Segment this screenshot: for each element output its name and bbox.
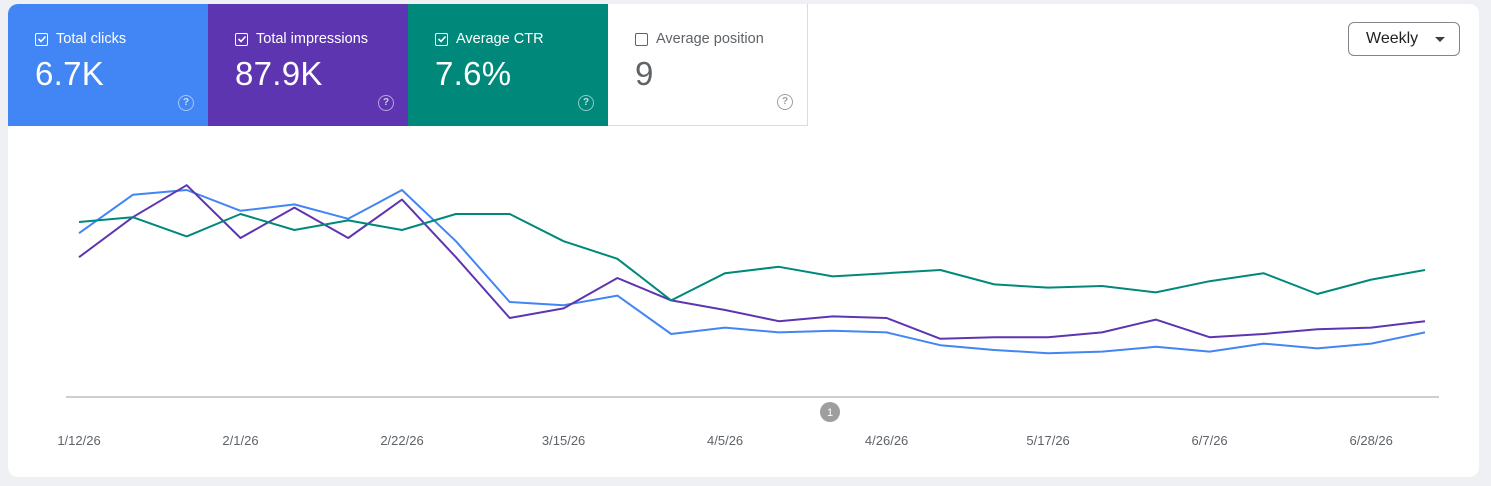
series-line-ctr (78, 213, 1426, 302)
x-tick-label: 4/26/26 (865, 433, 908, 448)
series-layer (78, 184, 1426, 355)
x-tick-label: 1/12/26 (57, 433, 100, 448)
metric-header: Average CTR (435, 31, 608, 47)
metric-value: 9 (635, 55, 654, 92)
performance-chart: 1/12/26 2/1/26 2/22/26 3/15/26 4/5/26 4/26/26… (57, 184, 1439, 448)
x-tick-label: 5/17/26 (1026, 433, 1069, 448)
series-line-clicks (78, 189, 1426, 355)
help-icon[interactable]: ? (378, 95, 394, 111)
x-tick-label: 3/15/26 (542, 433, 585, 448)
metric-tile-total-impressions[interactable]: Total impressions 87.9K ? (208, 4, 408, 126)
series-line-impressions (78, 184, 1426, 340)
help-icon[interactable]: ? (578, 95, 594, 111)
metric-header: Total impressions (235, 31, 408, 47)
checkbox-unchecked-icon[interactable] (635, 32, 648, 46)
annotation-circle[interactable] (820, 402, 840, 422)
metric-label: Total clicks (56, 31, 127, 47)
x-tick-label: 2/1/26 (222, 433, 258, 448)
x-tick-label: 2/22/26 (380, 433, 423, 448)
metric-header: Total clicks (35, 31, 208, 47)
x-axis-ticks: 1/12/26 2/1/26 2/22/26 3/15/26 4/5/26 4/26/26… (57, 433, 1393, 448)
x-tick-label: 4/5/26 (707, 433, 743, 448)
help-icon[interactable]: ? (777, 94, 793, 110)
metric-value: 6.7K (35, 55, 105, 92)
annotation-marker[interactable]: 1 (820, 402, 840, 422)
help-icon[interactable]: ? (178, 95, 194, 111)
checkbox-checked-icon[interactable] (235, 32, 248, 46)
x-tick-label: 6/7/26 (1192, 433, 1228, 448)
metric-label: Average CTR (456, 31, 544, 47)
caret-down-icon (1435, 37, 1445, 42)
period-dropdown-label: Weekly (1366, 30, 1419, 47)
x-tick-label: 6/28/26 (1350, 433, 1393, 448)
metric-tile-average-position[interactable]: Average position 9 ? (608, 4, 808, 126)
metric-tile-total-clicks[interactable]: Total clicks 6.7K ? (8, 4, 208, 126)
metric-tiles: Total clicks 6.7K ? Total impressions 87… (8, 4, 808, 126)
metric-tile-average-ctr[interactable]: Average CTR 7.6% ? (408, 4, 608, 126)
period-dropdown[interactable]: Weekly (1348, 22, 1460, 56)
performance-card: Total clicks 6.7K ? Total impressions 87… (8, 4, 1479, 477)
metric-value: 7.6% (435, 55, 512, 92)
metric-label: Total impressions (256, 31, 369, 47)
metric-label: Average position (656, 31, 764, 47)
annotation-label: 1 (827, 407, 833, 419)
metric-header: Average position (635, 31, 807, 47)
metric-value: 87.9K (235, 55, 323, 92)
checkbox-checked-icon[interactable] (35, 32, 48, 46)
checkbox-checked-icon[interactable] (435, 32, 448, 46)
